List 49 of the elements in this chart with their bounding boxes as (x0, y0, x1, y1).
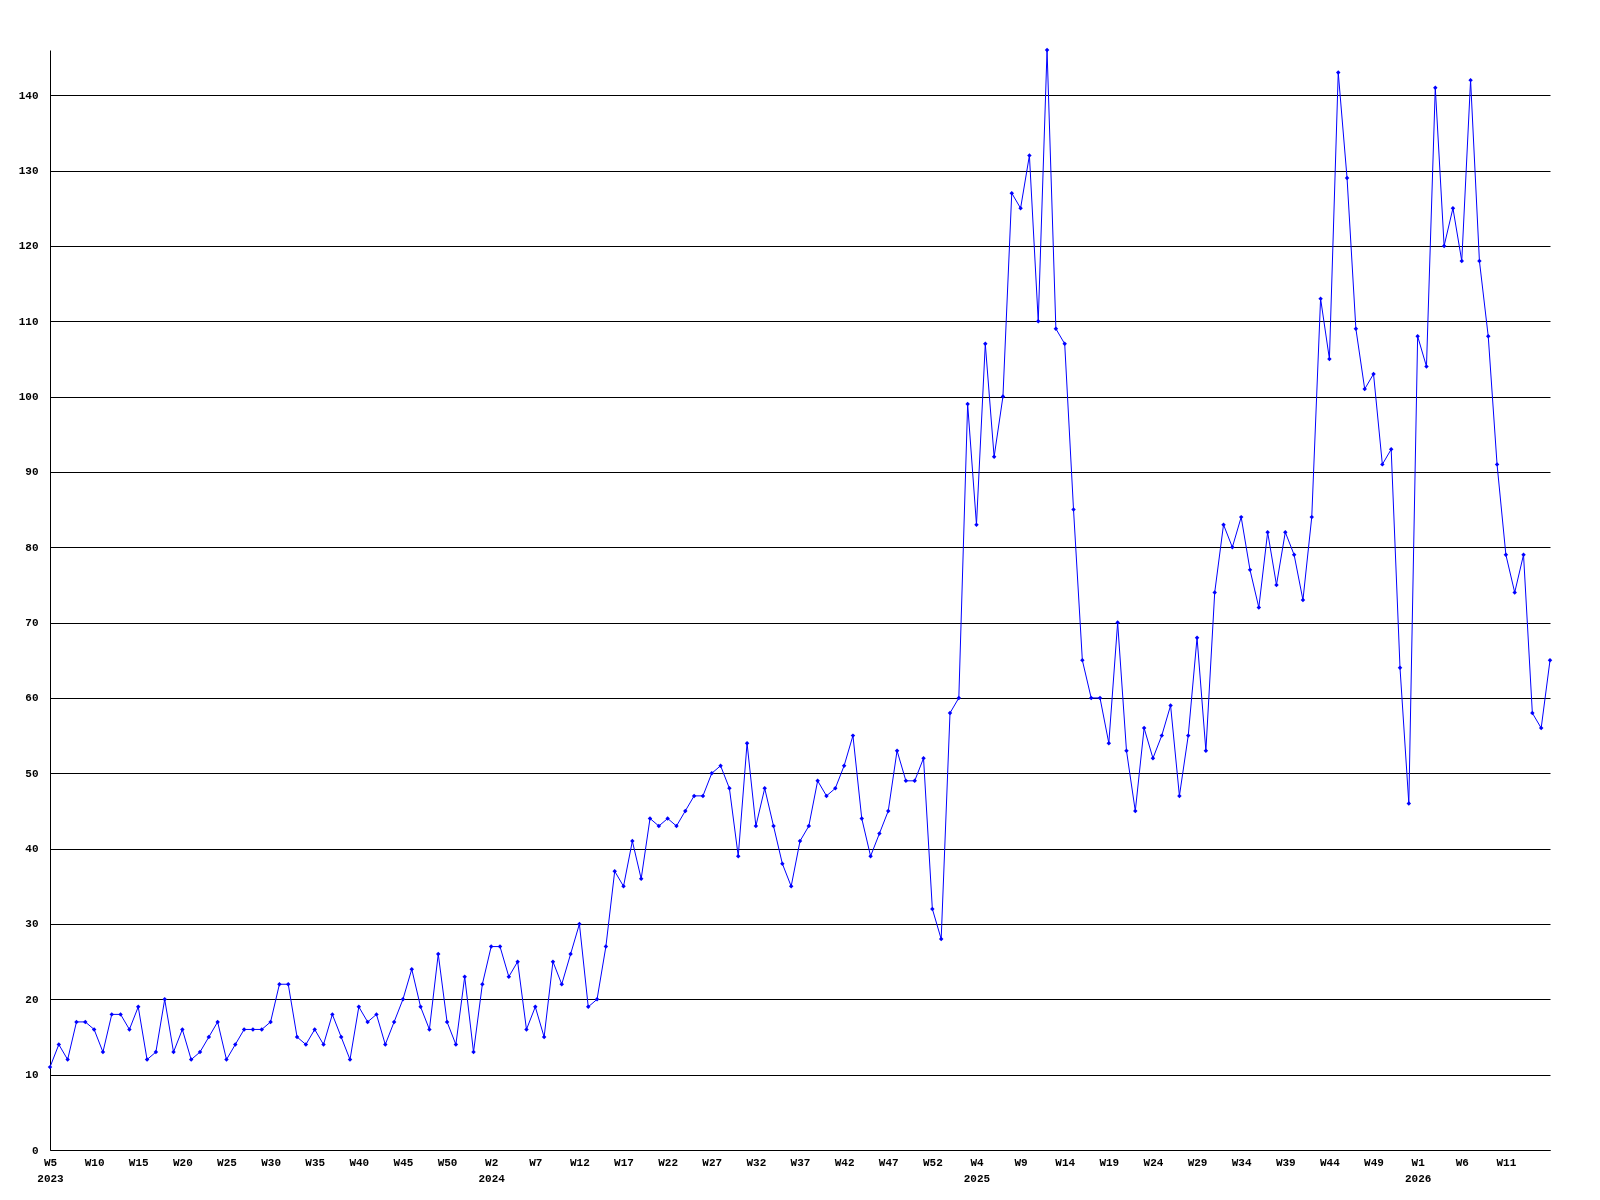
x-tick-label: W25 (217, 1156, 238, 1169)
y-tick-label: 130 (18, 165, 39, 178)
x-tick-label: W45 (393, 1156, 414, 1169)
y-tick-label: 140 (18, 89, 39, 102)
y-tick-label: 70 (25, 617, 39, 630)
x-tick-label: W30 (261, 1156, 281, 1169)
x-tick-label: W29 (1187, 1156, 1208, 1169)
x-tick-label: W47 (878, 1156, 899, 1169)
x-tick-label: W9 (1014, 1156, 1028, 1169)
x-tick-label: W40 (349, 1156, 370, 1169)
y-tick-label: 110 (18, 315, 39, 328)
y-tick-label: 0 (31, 1144, 39, 1157)
x-tick-label: W7 (529, 1156, 543, 1169)
x-tick-label: W12 (570, 1156, 590, 1169)
x-tick-label: W42 (834, 1156, 855, 1169)
x-tick-label: W2 2024 (478, 1156, 506, 1185)
x-tick-label: W50 (437, 1156, 458, 1169)
x-tick-label: W20 (172, 1156, 193, 1169)
x-tick-label: W1 2026 (1404, 1156, 1432, 1185)
y-tick-label: 60 (25, 692, 39, 705)
y-tick-label: 20 (25, 993, 39, 1006)
y-tick-label: 120 (18, 240, 39, 253)
x-tick-label: W37 (790, 1156, 811, 1169)
x-tick-label: W4 2025 (963, 1156, 991, 1185)
x-tick-label: W14 (1055, 1156, 1076, 1169)
x-tick-label: W44 (1320, 1156, 1341, 1169)
x-tick-label: W34 (1231, 1156, 1252, 1169)
x-tick-label: W24 (1143, 1156, 1164, 1169)
x-tick-label: W49 (1364, 1156, 1384, 1169)
y-tick-label: 30 (25, 918, 39, 931)
y-tick-label: 50 (25, 767, 39, 780)
y-tick-label: 80 (25, 541, 39, 554)
x-tick-label: W27 (702, 1156, 723, 1169)
x-tick-label: W22 (658, 1156, 679, 1169)
x-tick-label: W35 (305, 1156, 326, 1169)
x-tick-label: W52 (922, 1156, 943, 1169)
y-tick-label: 40 (25, 843, 39, 856)
y-tick-label: 100 (18, 391, 39, 404)
x-tick-label: W5 2023 (37, 1156, 65, 1185)
x-tick-label: W10 (84, 1156, 105, 1169)
y-tick-label: 10 (25, 1069, 39, 1082)
x-tick-label: W19 (1099, 1156, 1120, 1169)
x-tick-label: W15 (128, 1156, 150, 1169)
x-tick-label: W6 (1455, 1156, 1469, 1169)
x-tick-label: W17 (614, 1156, 634, 1169)
x-tick-label: W39 (1275, 1156, 1296, 1169)
x-tick-label: W32 (746, 1156, 767, 1169)
y-tick-label: 90 (25, 466, 39, 479)
x-tick-label: W11 (1496, 1156, 1517, 1169)
